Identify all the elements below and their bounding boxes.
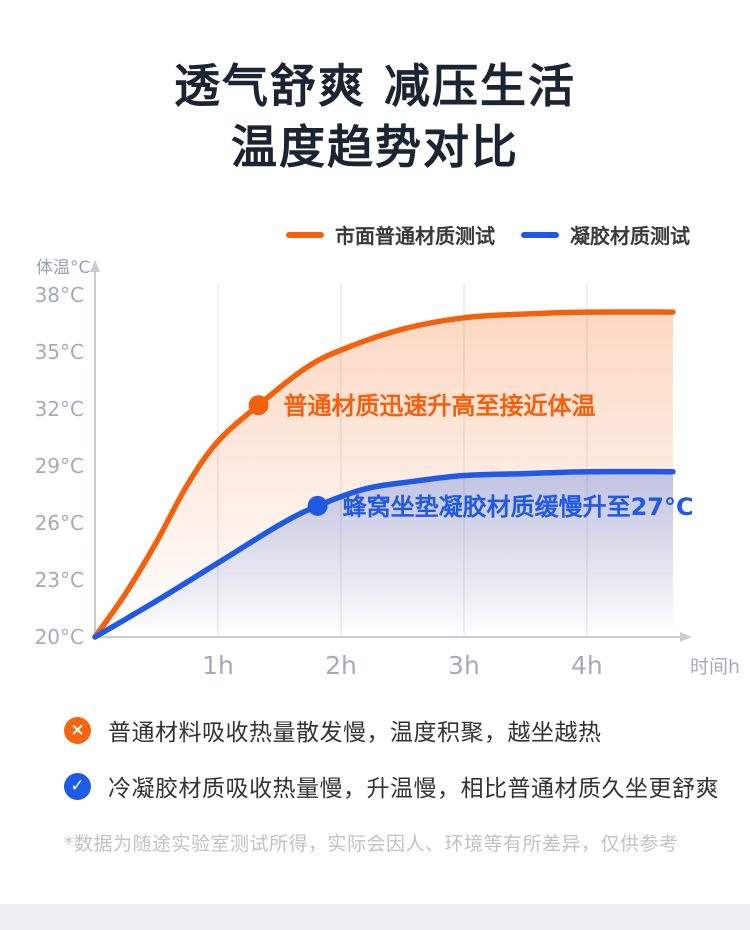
annotation-dot-2 [307,495,328,516]
x-tick-label: 2h [325,651,357,680]
bullet-text-ordinary: 普通材料吸收热量散发慢，温度积聚，越坐越热 [108,720,602,746]
y-tick-label: 26°C [35,511,84,535]
y-tick-label: 38°C [35,283,84,307]
annotation-dot-1 [248,395,269,416]
cross-circle-icon: × [64,716,91,744]
next-section-edge [0,904,750,930]
bullet-text-gel: 冷凝胶材质吸收热量慢，升温慢，相比普通材质久坐更舒爽 [108,776,719,802]
y-tick-label: 29°C [35,454,84,478]
y-tick-label: 35°C [35,340,84,364]
series-line-1 [92,309,676,640]
y-axis-arrow-icon [90,260,100,272]
annotation-label-2: 蜂窝坐垫凝胶材质缓慢升至27°C [343,493,694,521]
legend-item-ordinary-material: 市面普通材质测试 [286,220,495,249]
legend-swatch-blue-icon [521,231,559,238]
legend-item-gel-material: 凝胶材质测试 [521,220,690,249]
legend-swatch-orange-icon [286,231,324,238]
title-line-2: 温度趋势对比 [231,120,519,174]
x-axis-title: 时间h [690,656,740,678]
series-area-2 [95,471,673,637]
bullet-ordinary-material: × 普通材料吸收热量散发慢，温度积聚，越坐越热 [64,713,750,747]
temperature-trend-line-chart: 38°C 35°C 32°C 29°C 26°C 23°C 20°C 1h 2h 3h 4h 体温°C… [35,258,740,680]
title-block: 透气舒爽 减压生活 温度趋势对比 [0,0,750,178]
legend-label-gel-material: 凝胶材质测试 [570,224,690,248]
title-line-1: 透气舒爽 减压生活 [173,59,576,113]
y-tick-label: 20°C [35,625,84,649]
check-circle-icon: ✓ [64,772,91,800]
chart-legend: 市面普通材质测试 凝胶材质测试 [0,220,750,249]
disclaimer-footnote: *数据为随途实验室测试所得，实际会因人、环境等有所差异，仅供参考 [64,833,679,855]
annotation-label-1: 普通材质迅速升高至接近体温 [284,392,596,420]
y-axis-title: 体温°C [36,258,90,278]
series-line-2 [92,468,676,640]
feature-bullets: × 普通材料吸收热量散发慢，温度积聚，越坐越热 ✓ 冷凝胶材质吸收热量慢，升温慢… [0,713,750,803]
x-tick-label: 3h [448,651,480,680]
x-tick-label: 4h [571,651,603,680]
y-tick-label: 23°C [35,568,84,592]
bullet-gel-material: ✓ 冷凝胶材质吸收热量慢，升温慢，相比普通材质久坐更舒爽 [64,769,750,803]
legend-label-ordinary-material: 市面普通材质测试 [335,224,495,248]
page-title: 透气舒爽 减压生活 温度趋势对比 [0,56,750,178]
x-axis-arrow-icon [680,632,692,642]
y-tick-label: 32°C [35,397,84,421]
x-tick-label: 1h [202,651,234,680]
